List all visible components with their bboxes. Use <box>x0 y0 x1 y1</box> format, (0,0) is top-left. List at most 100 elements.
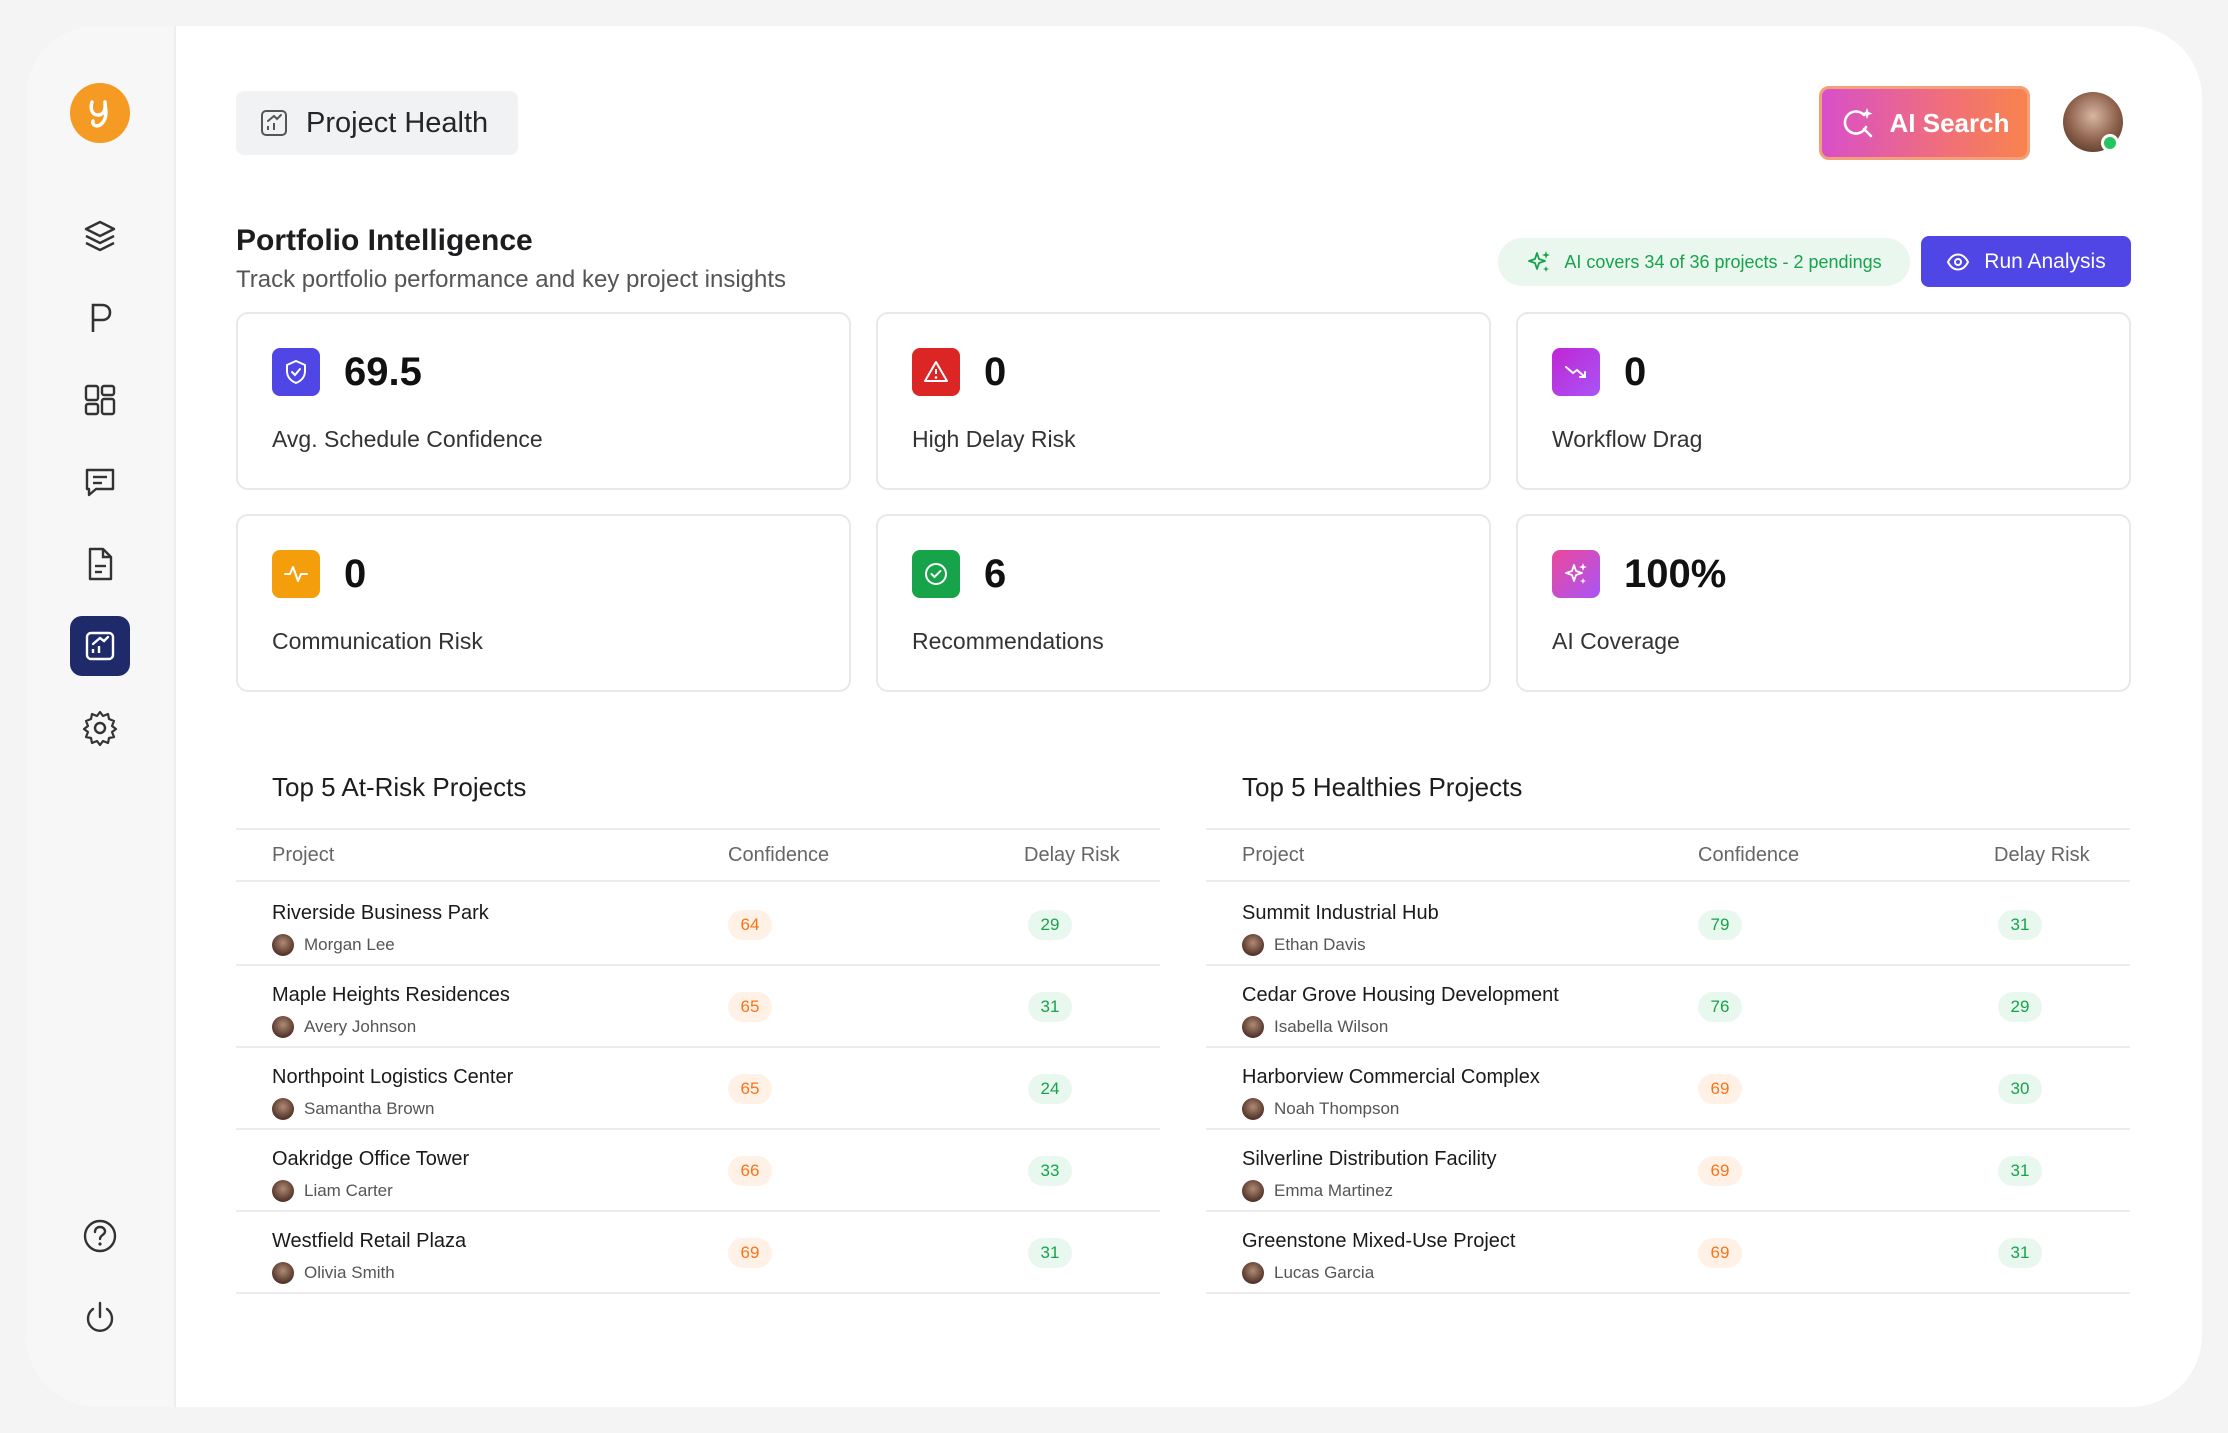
sparkle-icon <box>1528 251 1551 272</box>
delay-risk-badge: 31 <box>1998 1156 2042 1186</box>
delay-risk-badge: 31 <box>1028 992 1072 1022</box>
project-name[interactable]: Harborview Commercial Complex <box>1242 1066 1540 1088</box>
table-row[interactable]: Riverside Business Park Morgan Lee 64 29 <box>236 884 1160 966</box>
owner-avatar <box>272 1016 294 1038</box>
metric-value: 0 <box>344 552 367 596</box>
brand-logo[interactable] <box>70 83 130 143</box>
project-name[interactable]: Oakridge Office Tower <box>272 1148 470 1170</box>
owner-name: Ethan Davis <box>1274 935 1366 954</box>
metric-value: 100% <box>1624 552 1727 596</box>
owner-avatar <box>1242 1262 1264 1284</box>
ai-coverage-badge: AI covers 34 of 36 projects - 2 pendings <box>1498 238 1910 286</box>
metric-card-workflow-drag: 0 Workflow Drag <box>1516 312 2131 490</box>
table-title: Top 5 At-Risk Projects <box>272 772 527 802</box>
project-name[interactable]: Silverline Distribution Facility <box>1242 1148 1497 1170</box>
run-analysis-button[interactable]: Run Analysis <box>1921 236 2131 287</box>
page-title: Project Health <box>306 106 489 139</box>
metric-value: 0 <box>984 350 1007 394</box>
owner-name: Samantha Brown <box>304 1099 435 1118</box>
project-owner: Ethan Davis <box>1242 934 1366 956</box>
delay-risk-badge: 33 <box>1028 1156 1072 1186</box>
project-name[interactable]: Riverside Business Park <box>272 902 489 924</box>
owner-avatar <box>272 1098 294 1120</box>
table-row[interactable]: Westfield Retail Plaza Olivia Smith 69 31 <box>236 1212 1160 1294</box>
shield-icon <box>272 348 320 396</box>
logo-icon <box>89 100 108 128</box>
project-owner: Liam Carter <box>272 1180 393 1202</box>
metric-card-high-delay-risk: 0 High Delay Risk <box>876 312 1491 490</box>
column-header-project: Project <box>272 844 335 866</box>
table-row[interactable]: Cedar Grove Housing Development Isabella … <box>1206 966 2130 1048</box>
eye-icon <box>1947 252 1970 271</box>
projects-icon <box>91 303 112 332</box>
confidence-badge: 69 <box>1698 1238 1742 1268</box>
messages-icon <box>85 468 115 497</box>
nav-logout[interactable] <box>70 1288 130 1348</box>
confidence-badge: 65 <box>728 1074 772 1104</box>
nav-messages[interactable] <box>70 452 130 512</box>
pulse-icon <box>272 550 320 598</box>
dashboard-icon <box>84 384 116 416</box>
delay-risk-badge: 30 <box>1998 1074 2042 1104</box>
power-icon <box>86 1301 114 1332</box>
table-row[interactable]: Oakridge Office Tower Liam Carter 66 33 <box>236 1130 1160 1212</box>
table-row[interactable]: Maple Heights Residences Avery Johnson 65 3… <box>236 966 1160 1048</box>
ai-search-button[interactable]: AI Search <box>1819 86 2030 160</box>
ai-search-icon <box>1843 108 1873 138</box>
project-name[interactable]: Maple Heights Residences <box>272 984 510 1006</box>
owner-avatar <box>272 1262 294 1284</box>
metric-card-communication-risk: 0 Communication Risk <box>236 514 851 692</box>
delay-risk-badge: 24 <box>1028 1074 1072 1104</box>
confidence-badge: 79 <box>1698 910 1742 940</box>
column-header-confidence: Confidence <box>728 844 830 866</box>
confidence-badge: 69 <box>1698 1074 1742 1104</box>
table-row[interactable]: Silverline Distribution Facility Emma Mar… <box>1206 1130 2130 1212</box>
delay-risk-badge: 31 <box>1998 910 2042 940</box>
nav-documents[interactable] <box>70 534 130 594</box>
project-name[interactable]: Summit Industrial Hub <box>1242 902 1439 924</box>
table-row[interactable]: Harborview Commercial Complex Noah Thomps… <box>1206 1048 2130 1130</box>
settings-icon <box>82 710 118 747</box>
owner-avatar <box>1242 1098 1264 1120</box>
table-header: Project Confidence Delay Risk <box>1206 828 2130 882</box>
project-name[interactable]: Westfield Retail Plaza <box>272 1230 467 1252</box>
owner-avatar <box>1242 1180 1264 1202</box>
table-row[interactable]: Greenstone Mixed-Use Project Lucas Garcia… <box>1206 1212 2130 1294</box>
metric-card-schedule-confidence: 69.5 Avg. Schedule Confidence <box>236 312 851 490</box>
run-analysis-label: Run Analysis <box>1984 249 2106 273</box>
table-row[interactable]: Northpoint Logistics Center Samantha Brow… <box>236 1048 1160 1130</box>
metric-value: 69.5 <box>344 350 422 394</box>
nav-settings[interactable] <box>70 698 130 758</box>
column-header-confidence: Confidence <box>1698 844 1800 866</box>
nav-analytics[interactable] <box>70 616 130 676</box>
owner-avatar <box>272 1180 294 1202</box>
breadcrumb[interactable]: Project Health <box>236 91 519 155</box>
warning-icon <box>912 348 960 396</box>
nav-projects[interactable] <box>70 288 130 348</box>
nav-dashboard[interactable] <box>70 370 130 430</box>
ai-search-label: AI Search <box>1889 107 2010 138</box>
trend-down-icon <box>1552 348 1600 396</box>
owner-name: Noah Thompson <box>1274 1099 1400 1118</box>
project-name[interactable]: Greenstone Mixed-Use Project <box>1242 1230 1516 1252</box>
document-icon <box>88 547 113 581</box>
project-owner: Morgan Lee <box>272 934 395 956</box>
metric-label: High Delay Risk <box>912 426 1076 452</box>
owner-name: Emma Martinez <box>1274 1181 1394 1200</box>
project-name[interactable]: Cedar Grove Housing Development <box>1242 984 1559 1006</box>
nav-layers[interactable] <box>70 206 130 266</box>
project-owner: Isabella Wilson <box>1242 1016 1388 1038</box>
metric-value: 0 <box>1624 350 1647 394</box>
confidence-badge: 69 <box>1698 1156 1742 1186</box>
confidence-badge: 65 <box>728 992 772 1022</box>
nav-help[interactable] <box>70 1206 130 1266</box>
owner-avatar <box>1242 1016 1264 1038</box>
project-name[interactable]: Northpoint Logistics Center <box>272 1066 514 1088</box>
app-window: Project Health AI Search Portfolio Intel… <box>26 26 2202 1407</box>
check-circle-icon <box>912 550 960 598</box>
table-row[interactable]: Summit Industrial Hub Ethan Davis 79 31 <box>1206 884 2130 966</box>
metric-label: Communication Risk <box>272 628 483 654</box>
online-status-indicator <box>2101 134 2119 152</box>
ai-coverage-text: AI covers 34 of 36 projects - 2 pendings <box>1564 251 1882 272</box>
metric-label: Avg. Schedule Confidence <box>272 426 543 452</box>
